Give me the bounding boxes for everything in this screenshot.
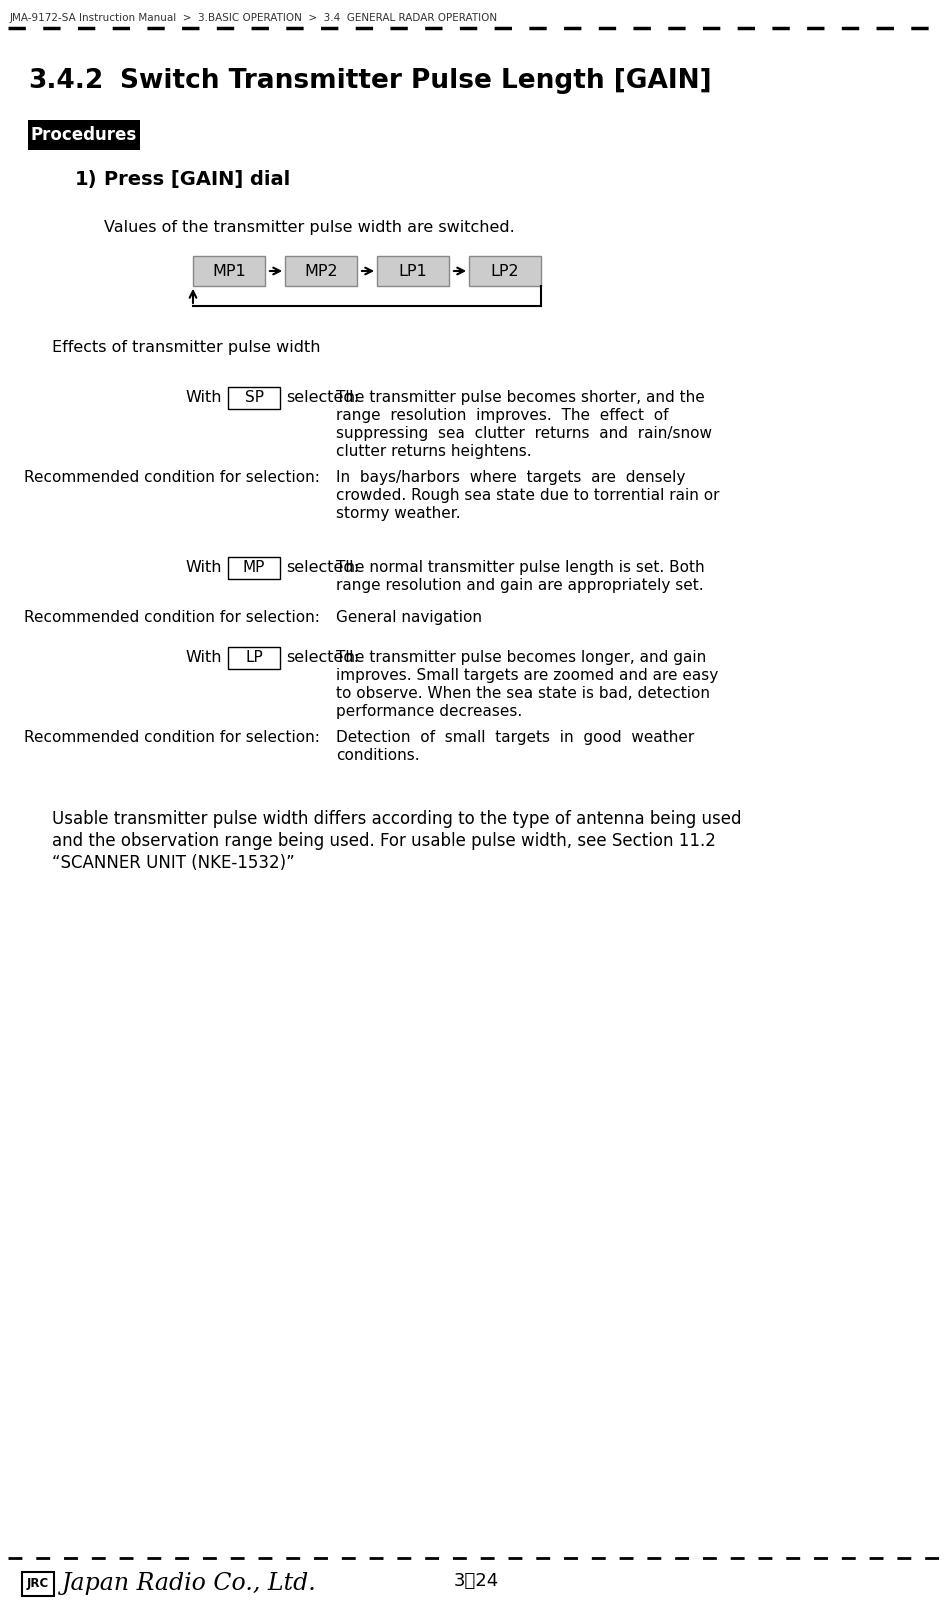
- Text: “SCANNER UNIT (NKE-1532)”: “SCANNER UNIT (NKE-1532)”: [52, 854, 295, 872]
- Text: Effects of transmitter pulse width: Effects of transmitter pulse width: [52, 340, 321, 355]
- Text: Recommended condition for selection:: Recommended condition for selection:: [24, 470, 320, 484]
- Text: The normal transmitter pulse length is set. Both: The normal transmitter pulse length is s…: [336, 561, 704, 575]
- FancyBboxPatch shape: [228, 646, 280, 669]
- Text: selected:: selected:: [286, 651, 359, 666]
- Text: conditions.: conditions.: [336, 748, 420, 763]
- FancyBboxPatch shape: [469, 256, 541, 287]
- Text: stormy weather.: stormy weather.: [336, 505, 461, 522]
- Text: With: With: [186, 561, 222, 575]
- Text: With: With: [186, 390, 222, 405]
- Text: Switch Transmitter Pulse Length [GAIN]: Switch Transmitter Pulse Length [GAIN]: [120, 68, 712, 94]
- Text: MP1: MP1: [212, 264, 246, 279]
- Text: selected:: selected:: [286, 390, 359, 405]
- Text: LP: LP: [245, 651, 263, 666]
- Text: range  resolution  improves.  The  effect  of: range resolution improves. The effect of: [336, 408, 668, 423]
- Text: SP: SP: [245, 390, 264, 405]
- Text: clutter returns heightens.: clutter returns heightens.: [336, 444, 531, 458]
- Text: LP2: LP2: [490, 264, 519, 279]
- FancyBboxPatch shape: [285, 256, 357, 287]
- Text: 3.4.2: 3.4.2: [28, 68, 103, 94]
- Text: Recommended condition for selection:: Recommended condition for selection:: [24, 731, 320, 745]
- FancyBboxPatch shape: [28, 120, 140, 151]
- Text: to observe. When the sea state is bad, detection: to observe. When the sea state is bad, d…: [336, 685, 710, 701]
- Text: and the observation range being used. For usable pulse width, see Section 11.2: and the observation range being used. Fo…: [52, 833, 716, 851]
- Text: Press [GAIN] dial: Press [GAIN] dial: [104, 170, 290, 190]
- Text: Values of the transmitter pulse width are switched.: Values of the transmitter pulse width ar…: [104, 220, 515, 235]
- Text: improves. Small targets are zoomed and are easy: improves. Small targets are zoomed and a…: [336, 667, 718, 684]
- Text: MP2: MP2: [305, 264, 338, 279]
- FancyBboxPatch shape: [228, 387, 280, 408]
- Text: Usable transmitter pulse width differs according to the type of antenna being us: Usable transmitter pulse width differs a…: [52, 810, 742, 828]
- Text: The transmitter pulse becomes longer, and gain: The transmitter pulse becomes longer, an…: [336, 650, 706, 664]
- Text: range resolution and gain are appropriately set.: range resolution and gain are appropriat…: [336, 578, 704, 593]
- Text: General navigation: General navigation: [336, 611, 482, 625]
- Text: With: With: [186, 651, 222, 666]
- Text: suppressing  sea  clutter  returns  and  rain/snow: suppressing sea clutter returns and rain…: [336, 426, 712, 441]
- Text: MP: MP: [243, 561, 266, 575]
- Text: JRC: JRC: [27, 1578, 50, 1591]
- Text: performance decreases.: performance decreases.: [336, 705, 523, 719]
- Text: Recommended condition for selection:: Recommended condition for selection:: [24, 611, 320, 625]
- FancyBboxPatch shape: [193, 256, 265, 287]
- Text: 1): 1): [75, 170, 97, 190]
- Text: selected:: selected:: [286, 561, 359, 575]
- Text: Japan Radio Co., Ltd.: Japan Radio Co., Ltd.: [62, 1571, 317, 1596]
- Text: In  bays/harbors  where  targets  are  densely: In bays/harbors where targets are densel…: [336, 470, 685, 484]
- FancyBboxPatch shape: [377, 256, 449, 287]
- Text: JMA-9172-SA Instruction Manual  >  3.BASIC OPERATION  >  3.4  GENERAL RADAR OPER: JMA-9172-SA Instruction Manual > 3.BASIC…: [10, 13, 498, 23]
- FancyBboxPatch shape: [22, 1571, 54, 1596]
- Text: 3－24: 3－24: [453, 1571, 499, 1589]
- Text: Detection  of  small  targets  in  good  weather: Detection of small targets in good weath…: [336, 731, 694, 745]
- FancyBboxPatch shape: [228, 557, 280, 578]
- Text: crowded. Rough sea state due to torrential rain or: crowded. Rough sea state due to torrenti…: [336, 488, 720, 502]
- Text: The transmitter pulse becomes shorter, and the: The transmitter pulse becomes shorter, a…: [336, 390, 704, 405]
- Text: LP1: LP1: [399, 264, 427, 279]
- Text: Procedures: Procedures: [30, 126, 137, 144]
